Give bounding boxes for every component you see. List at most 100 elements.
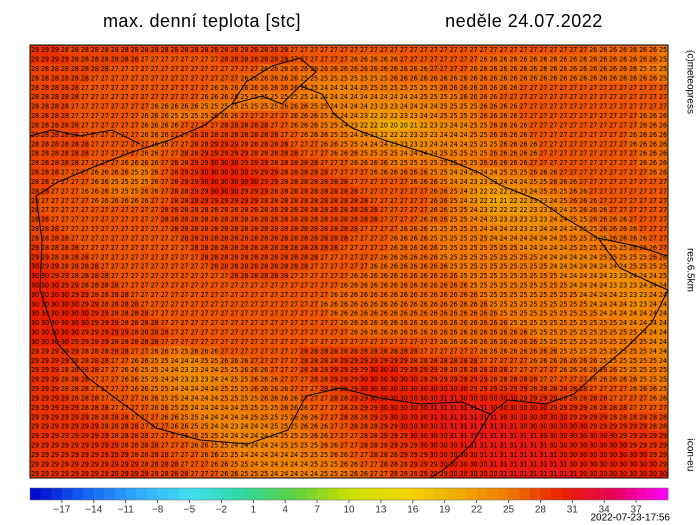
temperature-value: 26 xyxy=(380,169,388,177)
temperature-cell xyxy=(309,63,320,74)
temperature-value: 26 xyxy=(509,65,517,73)
temperature-value: 25 xyxy=(569,329,577,337)
temperature-cell xyxy=(658,82,669,93)
temperature-cell xyxy=(568,54,579,65)
temperature-value: 25 xyxy=(539,263,547,271)
temperature-cell xyxy=(408,82,420,93)
temperature-value: 26 xyxy=(360,329,368,337)
temperature-value: 28 xyxy=(181,225,189,233)
temperature-value: 29 xyxy=(260,187,268,195)
temperature-value: 27 xyxy=(250,282,258,290)
temperature-cell xyxy=(438,73,449,83)
temperature-value: 28 xyxy=(270,131,278,139)
temperature-cell xyxy=(219,195,230,206)
temperature-value: 26 xyxy=(300,103,308,111)
temperature-cell xyxy=(219,101,230,112)
temperature-value: 26 xyxy=(390,291,398,299)
temperature-value: 25 xyxy=(649,263,657,271)
temperature-value: 28 xyxy=(340,216,348,224)
temperature-value: 27 xyxy=(360,225,368,233)
temperature-cell xyxy=(508,101,519,112)
temperature-value: 28 xyxy=(270,197,278,205)
temperature-cell xyxy=(368,223,380,234)
temperature-cell xyxy=(59,139,71,149)
temperature-value: 28 xyxy=(71,263,79,271)
temperature-cell xyxy=(119,129,130,140)
temperature-value: 27 xyxy=(619,103,627,111)
temperature-value: 23 xyxy=(529,216,537,224)
temperature-value: 26 xyxy=(210,84,218,92)
temperature-value: 24 xyxy=(649,300,657,308)
temperature-cell xyxy=(598,120,609,131)
temperature-cell xyxy=(99,63,111,74)
temperature-value: 27 xyxy=(649,206,657,214)
temperature-value: 26 xyxy=(579,56,587,64)
temperature-cell xyxy=(149,129,160,140)
temperature-value: 26 xyxy=(519,140,527,148)
temperature-cell xyxy=(229,101,240,112)
temperature-value: 28 xyxy=(260,253,268,261)
temperature-value: 27 xyxy=(649,178,657,186)
temperature-cell xyxy=(209,54,220,65)
temperature-value: 28 xyxy=(280,216,288,224)
temperature-value: 30 xyxy=(31,291,39,299)
temperature-cell xyxy=(648,205,659,215)
temperature-value: 27 xyxy=(151,197,159,205)
temperature-value: 27 xyxy=(579,178,587,186)
temperature-value: 26 xyxy=(370,300,378,308)
temperature-value: 23 xyxy=(370,103,378,111)
temperature-cell xyxy=(358,195,370,206)
temperature-cell xyxy=(89,186,101,196)
temperature-cell xyxy=(458,223,469,234)
temperature-value: 28 xyxy=(141,338,149,346)
temperature-value: 26 xyxy=(619,46,627,54)
temperature-value: 28 xyxy=(71,74,79,82)
temperature-cell xyxy=(239,214,250,225)
temperature-value: 27 xyxy=(609,178,617,186)
temperature-value: 26 xyxy=(360,300,368,308)
temperature-cell xyxy=(99,148,111,159)
temperature-cell xyxy=(319,63,330,74)
temperature-cell xyxy=(588,63,599,74)
temperature-cell xyxy=(159,73,170,83)
temperature-value: 28 xyxy=(320,178,328,186)
temperature-value: 27 xyxy=(549,84,557,92)
temperature-cell xyxy=(329,157,340,168)
temperature-cell xyxy=(428,176,440,187)
temperature-value: 24 xyxy=(440,131,448,139)
temperature-value: 28 xyxy=(111,310,119,318)
temperature-cell xyxy=(349,157,360,168)
temperature-value: 25 xyxy=(559,187,567,195)
temperature-value: 26 xyxy=(569,187,577,195)
temperature-cell xyxy=(438,120,449,131)
temperature-value: 27 xyxy=(659,206,667,214)
temperature-cell xyxy=(368,195,380,206)
temperature-cell xyxy=(368,54,380,65)
temperature-value: 27 xyxy=(240,310,248,318)
temperature-value: 29 xyxy=(220,197,228,205)
temperature-cell xyxy=(149,139,160,149)
temperature-value: 22 xyxy=(519,197,527,205)
temperature-cell xyxy=(458,54,469,65)
temperature-cell xyxy=(109,63,121,74)
temperature-cell xyxy=(648,176,659,187)
temperature-cell xyxy=(159,139,170,149)
temperature-cell xyxy=(279,101,290,112)
temperature-cell xyxy=(89,92,101,102)
temperature-value: 28 xyxy=(181,150,189,158)
temperature-cell xyxy=(528,63,539,74)
temperature-value: 26 xyxy=(300,131,308,139)
temperature-cell xyxy=(438,63,449,74)
temperature-value: 25 xyxy=(470,140,478,148)
temperature-value: 27 xyxy=(659,234,667,242)
temperature-value: 28 xyxy=(51,225,59,233)
temperature-value: 27 xyxy=(460,56,468,64)
temperature-value: 26 xyxy=(390,300,398,308)
temperature-value: 29 xyxy=(81,300,89,308)
temperature-cell xyxy=(468,205,479,215)
temperature-value: 25 xyxy=(549,187,557,195)
temperature-value: 26 xyxy=(649,74,657,82)
temperature-cell xyxy=(448,110,459,121)
temperature-value: 27 xyxy=(410,206,418,214)
temperature-cell xyxy=(149,110,160,121)
